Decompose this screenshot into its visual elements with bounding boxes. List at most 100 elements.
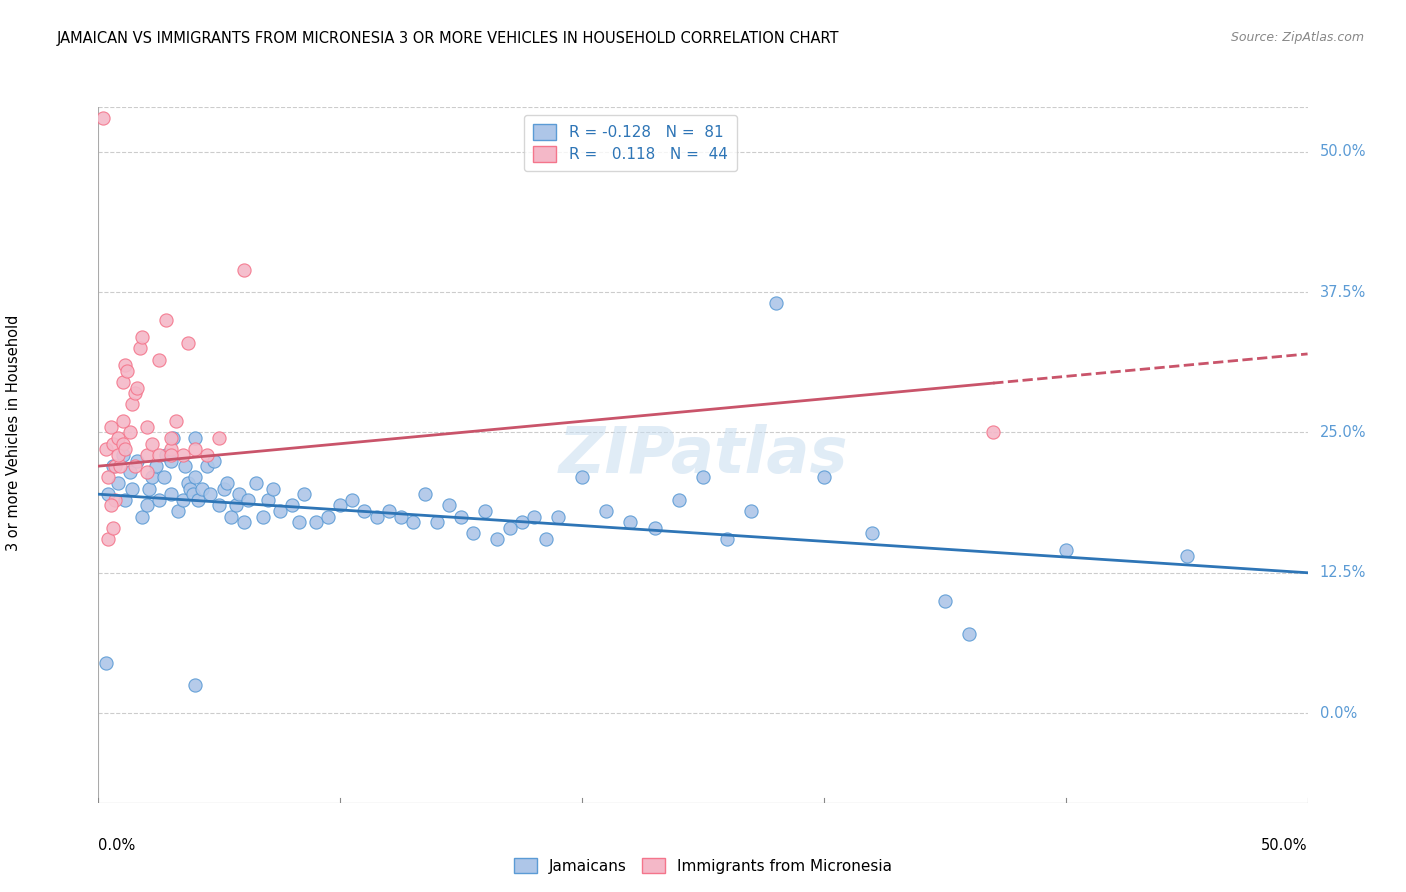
Text: 12.5%: 12.5% xyxy=(1320,566,1367,581)
Point xyxy=(135,465,157,479)
Point xyxy=(187,492,209,507)
Point xyxy=(232,515,254,529)
Point xyxy=(740,504,762,518)
Point xyxy=(107,448,129,462)
Point xyxy=(117,364,139,378)
Point xyxy=(118,425,141,440)
Point xyxy=(228,487,250,501)
Point xyxy=(281,499,304,513)
Point xyxy=(184,442,207,457)
Point xyxy=(252,509,274,524)
Point xyxy=(138,482,160,496)
Point xyxy=(316,509,339,524)
Point xyxy=(127,381,149,395)
Point xyxy=(181,487,204,501)
Point xyxy=(101,459,124,474)
Point xyxy=(860,526,883,541)
Point xyxy=(486,532,509,546)
Point xyxy=(450,509,472,524)
Point xyxy=(474,504,496,518)
Point xyxy=(160,453,183,467)
Point xyxy=(108,459,131,474)
Point xyxy=(329,499,352,513)
Point xyxy=(177,475,200,490)
Text: 0.0%: 0.0% xyxy=(1320,706,1357,721)
Point xyxy=(692,470,714,484)
Point xyxy=(377,504,399,518)
Point xyxy=(716,532,738,546)
Point xyxy=(111,375,134,389)
Point xyxy=(101,521,124,535)
Point xyxy=(195,459,218,474)
Point xyxy=(288,515,311,529)
Point xyxy=(208,431,231,445)
Point xyxy=(104,459,127,474)
Point xyxy=(184,678,207,692)
Point xyxy=(94,442,117,457)
Point xyxy=(100,499,122,513)
Point xyxy=(981,425,1004,440)
Point xyxy=(135,448,157,462)
Point xyxy=(413,487,436,501)
Point xyxy=(114,358,136,372)
Point xyxy=(668,492,690,507)
Point xyxy=(160,487,183,501)
Point xyxy=(619,515,641,529)
Point xyxy=(148,352,170,367)
Point xyxy=(124,459,146,474)
Point xyxy=(1175,549,1198,563)
Point xyxy=(160,442,183,457)
Point xyxy=(97,470,120,484)
Point xyxy=(107,475,129,490)
Point xyxy=(114,442,136,457)
Point xyxy=(256,492,278,507)
Point xyxy=(523,509,546,524)
Text: 50.0%: 50.0% xyxy=(1261,838,1308,854)
Point xyxy=(215,475,238,490)
Point xyxy=(342,492,364,507)
Point xyxy=(172,492,194,507)
Text: 25.0%: 25.0% xyxy=(1320,425,1367,440)
Text: 3 or more Vehicles in Household: 3 or more Vehicles in Household xyxy=(6,314,21,550)
Point xyxy=(97,532,120,546)
Point xyxy=(148,448,170,462)
Point xyxy=(131,330,153,344)
Point xyxy=(179,482,201,496)
Point xyxy=(389,509,412,524)
Point xyxy=(111,414,134,428)
Text: Source: ZipAtlas.com: Source: ZipAtlas.com xyxy=(1230,31,1364,45)
Point xyxy=(269,504,291,518)
Point xyxy=(204,453,226,467)
Point xyxy=(957,627,980,641)
Point xyxy=(1054,543,1077,558)
Text: JAMAICAN VS IMMIGRANTS FROM MICRONESIA 3 OR MORE VEHICLES IN HOUSEHOLD CORRELATI: JAMAICAN VS IMMIGRANTS FROM MICRONESIA 3… xyxy=(56,31,839,46)
Legend: Jamaicans, Immigrants from Micronesia: Jamaicans, Immigrants from Micronesia xyxy=(508,852,898,880)
Point xyxy=(100,420,122,434)
Point xyxy=(177,335,200,350)
Point xyxy=(571,470,593,484)
Point xyxy=(232,262,254,277)
Point xyxy=(191,482,214,496)
Point xyxy=(262,482,284,496)
Point xyxy=(131,509,153,524)
Point xyxy=(225,499,247,513)
Point xyxy=(195,448,218,462)
Point xyxy=(402,515,425,529)
Legend: R = -0.128   N =  81, R =   0.118   N =  44: R = -0.128 N = 81, R = 0.118 N = 44 xyxy=(524,115,737,171)
Point xyxy=(121,482,143,496)
Point xyxy=(184,470,207,484)
Point xyxy=(127,453,149,467)
Point xyxy=(184,431,207,445)
Point xyxy=(644,521,666,535)
Point xyxy=(104,492,127,507)
Point xyxy=(111,436,134,450)
Point xyxy=(162,431,184,445)
Point xyxy=(221,509,243,524)
Point xyxy=(135,499,157,513)
Point xyxy=(765,296,787,310)
Point xyxy=(121,397,143,411)
Point xyxy=(141,436,163,450)
Point xyxy=(111,448,134,462)
Point xyxy=(813,470,835,484)
Point xyxy=(510,515,533,529)
